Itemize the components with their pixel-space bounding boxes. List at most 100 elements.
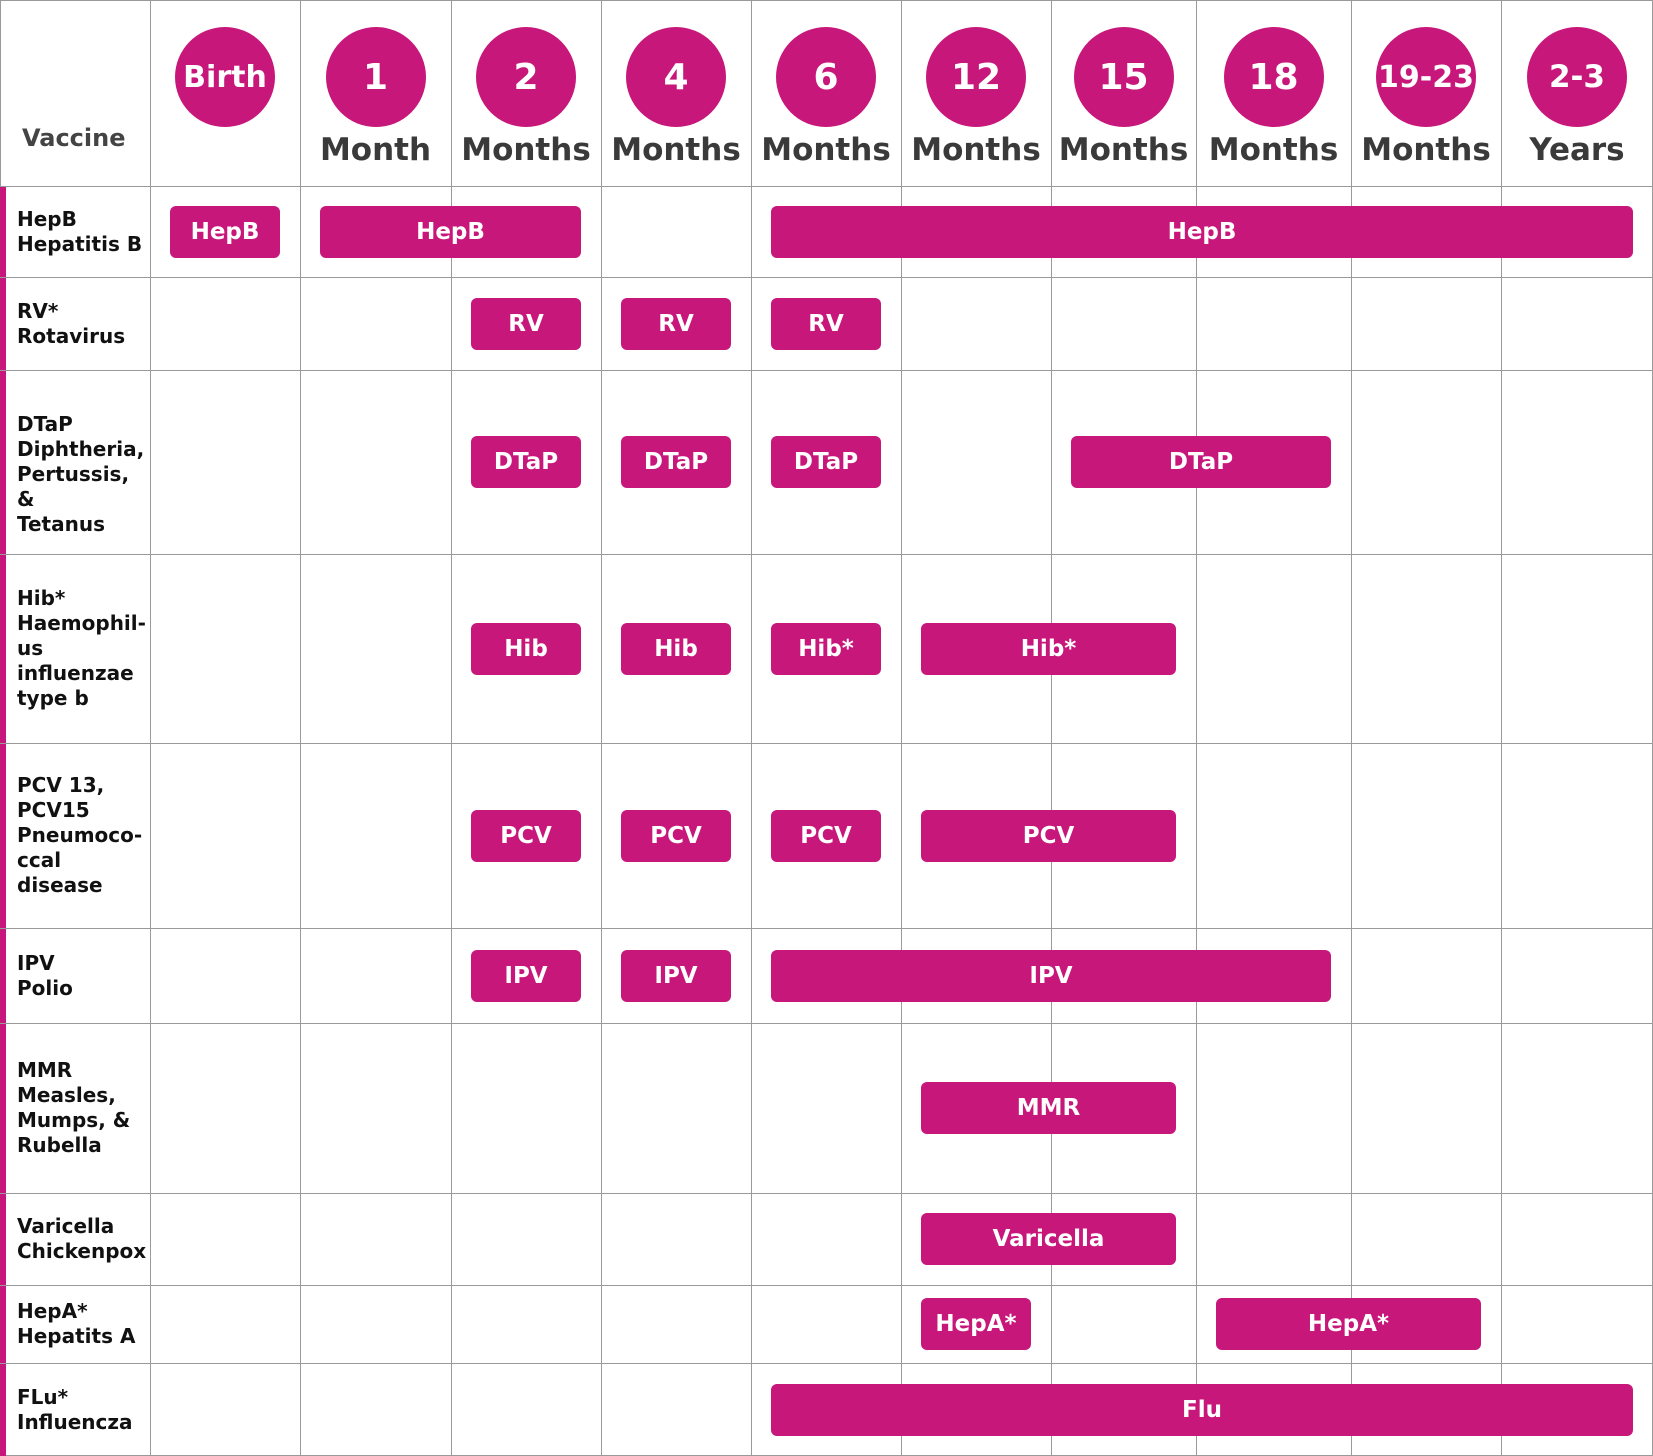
age-unit-label: Months [761,132,891,168]
vaccine-name-line: Hepatitis B [17,231,143,256]
age-unit-label: Months [1208,132,1339,168]
dose-bar: HepB [320,205,581,258]
age-circle: 19-23 [1376,27,1476,127]
vaccine-name-line: Pertussis, & [17,462,130,511]
dose-bar: HepA* [921,1298,1031,1350]
age-circle: 1 [325,27,426,127]
vaccine-name: Hib* Haemophil-us influenzae type b [17,586,146,711]
grid-vline [1351,0,1352,1456]
dose-bar: DTaP [621,436,731,488]
dose-bar: MMR [921,1082,1176,1134]
age-unit-label: Months [911,132,1041,168]
grid-vline [451,0,452,1456]
age-circle: 2-3 [1527,27,1627,127]
grid-hline [0,743,1653,744]
vaccine-name: HepA* Hepatits A [17,1299,145,1349]
dose-bar: RV [621,297,731,350]
grid-vline [150,0,151,1456]
grid-hline [0,277,1653,278]
grid-hline [0,0,1653,1]
dose-bar: Hib [621,622,731,675]
vaccine-name-line: FLu* [17,1384,69,1409]
vaccine-column-header: Vaccine [22,124,126,152]
age-unit-label: Months [461,132,591,168]
dose-bar: Hib [471,622,581,675]
age-unit-label: Months [1058,132,1189,168]
vaccine-name-line: us [17,636,44,660]
dose-bar: HepA* [1216,1298,1481,1350]
dose-bar: PCV [471,809,581,862]
dose-bar: PCV [921,809,1176,862]
dose-bar: DTaP [771,436,881,488]
vaccine-name-line: Pneumoco- [17,823,143,847]
vaccine-name-line: Haemophil- [17,611,146,635]
dose-bar: HepB [771,205,1633,258]
vaccine-name: IPV Polio [17,951,145,1001]
grid-hline [0,1285,1653,1286]
dose-bar: Varicella [921,1213,1176,1265]
grid-hline [0,1023,1653,1024]
age-unit-label: Month [319,132,432,168]
vaccine-name-line: MMR [17,1058,73,1082]
vaccine-name-line: ccal [17,848,62,872]
row-accent-bar [0,744,6,928]
age-circle: 15 [1073,27,1174,127]
age-circle: 18 [1223,27,1324,127]
row-accent-bar [0,929,6,1023]
dose-bar: DTaP [471,436,581,488]
age-circle: 12 [926,27,1026,127]
vaccine-name-line: HepB [17,206,77,231]
vaccine-name-line: Polio [17,975,73,1000]
vaccine-name-line: Hepatits A [17,1324,136,1348]
grid-vline [751,0,752,1456]
vaccine-name-line: Varicella [17,1214,115,1238]
dose-bar: Flu [771,1383,1633,1436]
vaccine-name-line: type b [17,686,89,710]
vaccine-name-line: Mumps, & [17,1108,131,1132]
grid-hline [0,370,1653,371]
grid-vline [1196,0,1197,1456]
age-circle: 6 [776,27,876,127]
vaccine-name-line: Hib* [17,586,66,610]
grid-hline [0,554,1653,555]
vaccine-name-line: Tetanus [17,512,105,536]
row-accent-bar [0,1286,6,1363]
dose-bar: PCV [771,809,881,862]
grid-hline [0,1193,1653,1194]
vaccine-name: Varicella Chickenpox [17,1214,146,1264]
vaccine-name-line: PCV 13, [17,773,105,797]
vaccine-name-line: PCV15 [17,798,90,822]
dose-bar: Hib* [771,622,881,675]
grid-vline [300,0,301,1456]
grid-vline [1051,0,1052,1456]
grid-vline [601,0,602,1456]
row-accent-bar [0,187,6,277]
row-accent-bar [0,1194,6,1285]
dose-bar: IPV [471,949,581,1002]
vaccine-name-line: Measles, [17,1083,116,1107]
dose-bar: IPV [771,949,1331,1002]
vaccine-name-line: disease [17,873,103,897]
vaccine-name-line: Diphtheria, [17,437,145,461]
dose-bar: RV [471,297,581,350]
vaccine-name: PCV 13, PCV15 Pneumoco-ccal disease [17,773,145,898]
vaccine-name: RV* Rotavirus [17,299,145,349]
age-circle: 4 [626,27,726,127]
age-unit-label: Months [1361,132,1491,168]
dose-bar: PCV [621,809,731,862]
vaccine-name-line: Influencza [17,1409,133,1434]
row-accent-bar [0,555,6,743]
row-accent-bar [0,371,6,554]
vaccine-name-line: RV* [17,298,59,323]
vaccine-name-line: Rotavirus [17,323,126,348]
row-accent-bar [0,1024,6,1193]
row-accent-bar [0,1364,6,1456]
age-unit-label: Months [611,132,741,168]
dose-bar: RV [771,297,881,350]
vaccine-name-line: DTaP [17,412,73,436]
dose-bar: HepB [170,205,280,258]
vaccine-name-line: influenzae [17,661,134,685]
row-accent-bar [0,278,6,370]
vaccine-name: FLu* Influencza [17,1385,145,1435]
